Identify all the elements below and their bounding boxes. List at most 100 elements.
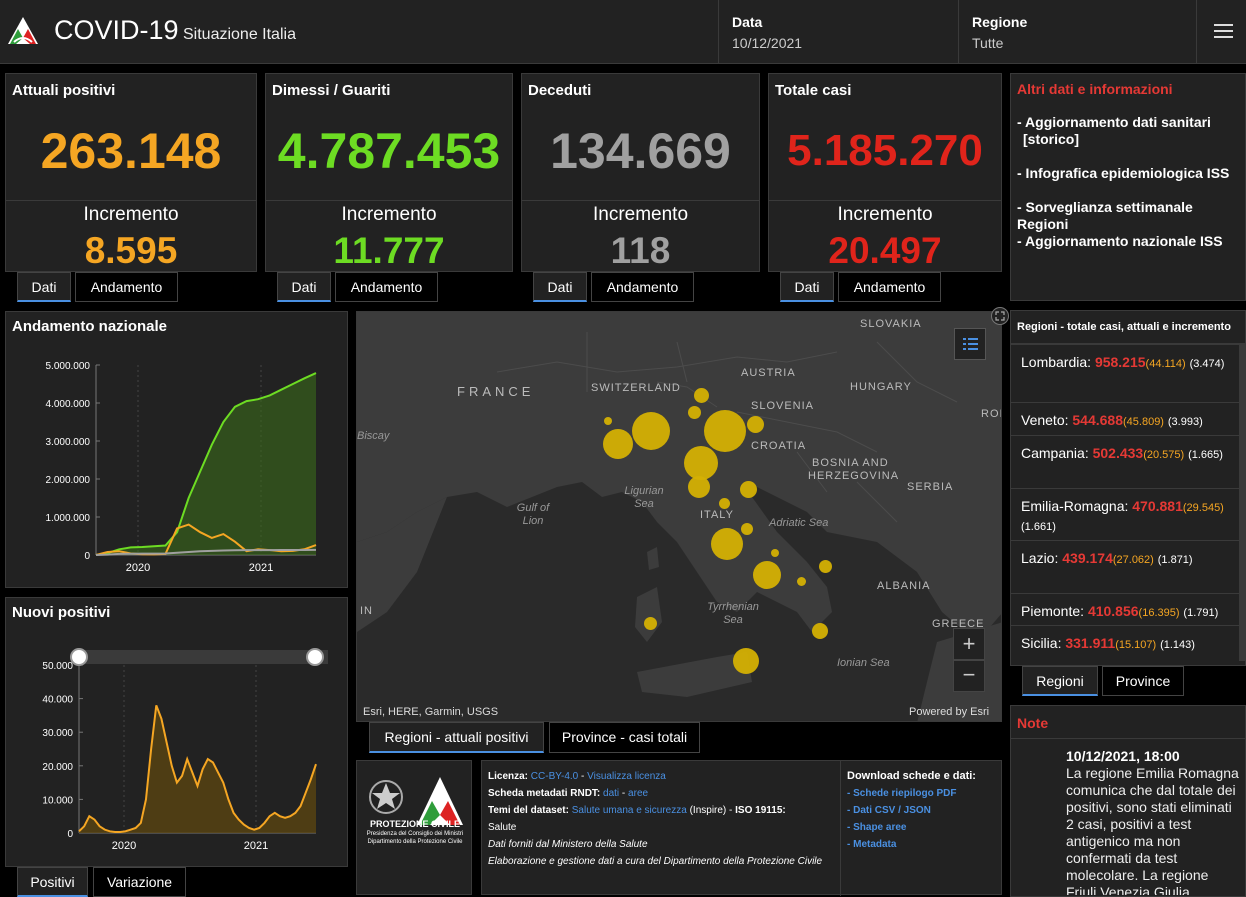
map-bubble-bolzano[interactable] bbox=[688, 406, 701, 419]
tab-variazione[interactable]: Variazione bbox=[93, 867, 186, 897]
range-slider-start-handle[interactable] bbox=[70, 648, 88, 666]
date-value[interactable]: 10/12/2021 bbox=[732, 35, 803, 51]
tab-andamento-guariti[interactable]: Andamento bbox=[335, 272, 438, 302]
temi-label: Temi del dataset: bbox=[488, 805, 569, 816]
info-link-infografica[interactable]: - Infografica epidemiologica ISS bbox=[1017, 165, 1230, 181]
tab-andamento-deceduti[interactable]: Andamento bbox=[591, 272, 694, 302]
stat-card-totale-casi: Totale casi 5.185.270 Incremento 20.497 bbox=[768, 73, 1002, 272]
sea-label-tyrrhenian: Tyrrhenian Sea bbox=[707, 601, 759, 626]
map-bubble-sicilia[interactable] bbox=[733, 648, 759, 674]
region-attuali: (16.395) bbox=[1138, 607, 1180, 619]
region-increment: (3.474) bbox=[1189, 358, 1225, 370]
map-bubble-emilia-romagna[interactable] bbox=[684, 446, 718, 480]
map-label-italy: ITALY bbox=[700, 509, 734, 521]
zoom-in-button[interactable]: + bbox=[953, 628, 985, 660]
info-title: Altri dati e informazioni bbox=[1017, 81, 1173, 97]
tab-province[interactable]: Province bbox=[1102, 666, 1184, 696]
region-label: Regione bbox=[972, 14, 1028, 30]
map-label-serbia: SERBIA bbox=[907, 481, 954, 493]
map-bubble-lazio[interactable] bbox=[711, 528, 743, 560]
map-bubble-umbria[interactable] bbox=[719, 498, 730, 509]
region-row[interactable]: Veneto: 544.688(45.809) (3.993) bbox=[1011, 402, 1245, 435]
stat-card-dimessi-guariti: Dimessi / Guariti 4.787.453 Incremento 1… bbox=[265, 73, 513, 272]
range-slider-end-handle[interactable] bbox=[306, 648, 324, 666]
region-row[interactable]: Campania: 502.433(20.575) (1.665) bbox=[1011, 435, 1245, 488]
map-powered-by[interactable]: Powered by Esri bbox=[909, 706, 990, 718]
nuovi-positivi-panel: Nuovi positivi 50.000 40.000 30.000 20.000 1… bbox=[5, 597, 348, 867]
region-name: Emilia-Romagna: bbox=[1021, 498, 1129, 514]
y-tick-label: 2.000.000 bbox=[46, 475, 91, 486]
map-bubble-campania[interactable] bbox=[753, 561, 781, 589]
nuovi-positivi-chart: 50.000 40.000 30.000 20.000 10.000 0 2020 2021 bbox=[42, 661, 317, 852]
region-row[interactable]: Lombardia: 958.215(44.114) (3.474) bbox=[1011, 344, 1245, 402]
tab-dati-guariti[interactable]: Dati bbox=[277, 272, 331, 302]
temi-link[interactable]: Salute umana e sicurezza bbox=[571, 805, 687, 816]
info-link-aggiornamento[interactable]: - Aggiornamento dati sanitari bbox=[1017, 114, 1211, 130]
x-tick-label: 2020 bbox=[126, 562, 150, 574]
region-row[interactable]: Sicilia: 331.911(15.107) (1.143) bbox=[1011, 625, 1245, 665]
tab-province-casi-totali[interactable]: Province - casi totali bbox=[549, 722, 700, 753]
zoom-out-button[interactable]: − bbox=[953, 660, 985, 692]
y-tick-label: 30.000 bbox=[42, 728, 73, 739]
map-label-slovenia: SLOVENIA bbox=[751, 400, 815, 412]
download-csv-link[interactable]: - Dati CSV / JSON bbox=[847, 805, 931, 816]
licenza-link[interactable]: CC-BY-4.0 bbox=[530, 771, 579, 782]
range-slider-track[interactable] bbox=[79, 650, 328, 664]
map-label-spain: IN bbox=[360, 605, 373, 617]
sea-label-biscay: Biscay bbox=[357, 430, 390, 442]
map-bubble-marche[interactable] bbox=[740, 481, 757, 498]
map-bubble-toscana[interactable] bbox=[688, 476, 710, 498]
region-row[interactable]: Piemonte: 410.856(16.395) (1.791) bbox=[1011, 593, 1245, 625]
stat-value: 134.669 bbox=[550, 123, 731, 179]
map-bubble-trentino[interactable] bbox=[694, 388, 709, 403]
tab-regioni-attuali-positivi[interactable]: Regioni - attuali positivi bbox=[369, 722, 544, 753]
info-link-storico[interactable]: [storico] bbox=[1023, 131, 1079, 147]
region-row[interactable]: Lazio: 439.174(27.062) (1.871) bbox=[1011, 540, 1245, 593]
tab-dati-deceduti[interactable]: Dati bbox=[533, 272, 587, 302]
download-pdf-link[interactable]: - Schede riepilogo PDF bbox=[847, 788, 957, 799]
map-bubble-basilicata[interactable] bbox=[797, 577, 806, 586]
stat-title: Dimessi / Guariti bbox=[272, 82, 391, 99]
tab-dati-attuali[interactable]: Dati bbox=[17, 272, 71, 302]
region-value[interactable]: Tutte bbox=[972, 35, 1004, 51]
scheda-aree-link[interactable]: aree bbox=[628, 788, 649, 799]
tab-positivi[interactable]: Positivi bbox=[17, 867, 88, 897]
info-link-iss[interactable]: - Aggiornamento nazionale ISS bbox=[1017, 233, 1223, 249]
map-bubble-friuli[interactable] bbox=[747, 416, 764, 433]
logo-text-main: PROTEZIONE CIVILE bbox=[369, 819, 460, 829]
map-bubble-molise[interactable] bbox=[771, 549, 779, 557]
map-label-bosnia: BOSNIA AND bbox=[812, 457, 889, 469]
map-panel[interactable]: FRANCE SWITZERLAND AUSTRIA SLOVAKIA HUNG… bbox=[356, 311, 1002, 722]
legend-list-button[interactable] bbox=[954, 328, 986, 360]
region-increment: (1.871) bbox=[1157, 554, 1193, 566]
tab-regioni[interactable]: Regioni bbox=[1022, 666, 1098, 696]
y-tick-label: 10.000 bbox=[42, 795, 73, 806]
map-bubble-puglia[interactable] bbox=[819, 560, 832, 573]
scheda-dati-link[interactable]: dati bbox=[603, 788, 620, 799]
tab-dati-totale[interactable]: Dati bbox=[780, 272, 834, 302]
dati-forniti: Dati forniti dal Ministero della Salute bbox=[488, 839, 648, 850]
map-attribution: Esri, HERE, Garmin, USGS bbox=[363, 706, 499, 718]
download-shape-link[interactable]: - Shape aree bbox=[847, 822, 907, 833]
map-bubble-sardegna[interactable] bbox=[644, 617, 657, 630]
map-bubble-lombardia[interactable] bbox=[632, 412, 670, 450]
hamburger-menu-icon[interactable] bbox=[1214, 24, 1233, 39]
iso-value: Salute bbox=[488, 822, 517, 833]
expand-icon[interactable] bbox=[991, 307, 1009, 325]
region-attuali: (15.107) bbox=[1115, 639, 1157, 651]
map-bubble-valle-aosta[interactable] bbox=[604, 417, 612, 425]
map-label-france: FRANCE bbox=[457, 384, 535, 399]
tab-andamento-totale[interactable]: Andamento bbox=[838, 272, 941, 302]
region-row[interactable]: Emilia-Romagna: 470.881(29.545) (1.661) bbox=[1011, 488, 1245, 540]
tab-andamento-attuali[interactable]: Andamento bbox=[75, 272, 178, 302]
map-bubble-piemonte[interactable] bbox=[603, 429, 633, 459]
regioni-scrollbar[interactable] bbox=[1239, 343, 1245, 661]
visualizza-licenza-link[interactable]: Visualizza licenza bbox=[587, 771, 666, 782]
map-bubble-veneto[interactable] bbox=[704, 410, 746, 452]
y-tick-label: 1.000.000 bbox=[46, 513, 91, 524]
map-bubble-calabria[interactable] bbox=[812, 623, 828, 639]
map-bubble-abruzzo[interactable] bbox=[741, 523, 753, 535]
iso-label: ISO 19115: bbox=[735, 805, 786, 816]
download-metadata-link[interactable]: - Metadata bbox=[847, 839, 897, 850]
info-link-sorveglianza[interactable]: - Sorveglianza settimanale Regioni bbox=[1017, 199, 1193, 232]
